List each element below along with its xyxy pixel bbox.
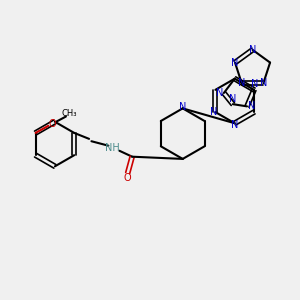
Text: O: O xyxy=(48,119,56,129)
Text: N: N xyxy=(231,58,239,68)
Text: N: N xyxy=(216,88,223,98)
Text: N: N xyxy=(251,79,259,89)
Text: N: N xyxy=(231,120,238,130)
Text: CH₃: CH₃ xyxy=(61,109,76,118)
Text: N: N xyxy=(210,107,218,117)
Text: N: N xyxy=(179,102,186,112)
Text: N: N xyxy=(260,78,267,88)
Text: N: N xyxy=(229,94,236,104)
Text: N: N xyxy=(238,78,245,88)
Text: N: N xyxy=(248,101,255,111)
Text: O: O xyxy=(124,173,131,183)
Text: NH: NH xyxy=(106,143,120,153)
Text: N: N xyxy=(249,45,256,55)
